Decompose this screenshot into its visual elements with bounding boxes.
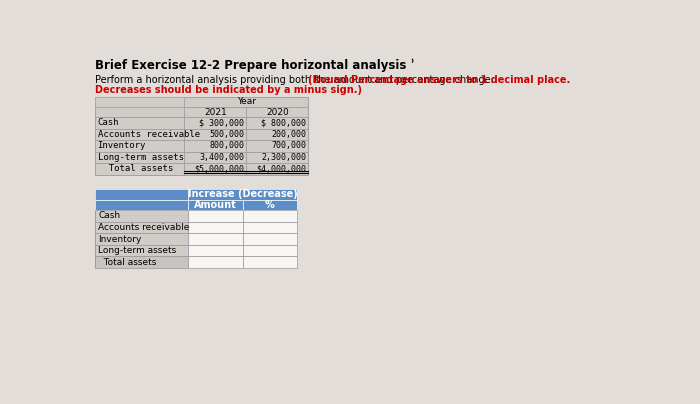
FancyBboxPatch shape xyxy=(184,152,246,163)
FancyBboxPatch shape xyxy=(246,163,309,175)
FancyBboxPatch shape xyxy=(95,233,188,245)
Text: Accounts receivable: Accounts receivable xyxy=(97,130,200,139)
Text: Accounts receivable: Accounts receivable xyxy=(98,223,190,232)
FancyBboxPatch shape xyxy=(95,163,184,175)
FancyBboxPatch shape xyxy=(188,189,297,200)
FancyBboxPatch shape xyxy=(188,245,242,257)
FancyBboxPatch shape xyxy=(184,128,246,140)
FancyBboxPatch shape xyxy=(242,233,297,245)
FancyBboxPatch shape xyxy=(184,97,309,107)
Text: Cash: Cash xyxy=(98,211,120,221)
Text: Amount: Amount xyxy=(194,200,237,210)
Text: 2,300,000: 2,300,000 xyxy=(261,153,306,162)
FancyBboxPatch shape xyxy=(184,163,246,175)
FancyBboxPatch shape xyxy=(95,245,188,257)
FancyBboxPatch shape xyxy=(95,107,184,117)
FancyBboxPatch shape xyxy=(95,257,188,268)
Text: 2020: 2020 xyxy=(266,107,288,116)
FancyBboxPatch shape xyxy=(95,140,184,152)
FancyBboxPatch shape xyxy=(95,152,184,163)
Text: (Round Percentage answers to 1 decimal place.: (Round Percentage answers to 1 decimal p… xyxy=(309,76,570,85)
Text: 200,000: 200,000 xyxy=(271,130,306,139)
FancyBboxPatch shape xyxy=(188,233,242,245)
FancyBboxPatch shape xyxy=(242,200,297,210)
Text: 2021: 2021 xyxy=(204,107,227,116)
FancyBboxPatch shape xyxy=(246,107,309,117)
FancyBboxPatch shape xyxy=(95,117,184,128)
FancyBboxPatch shape xyxy=(95,200,188,210)
FancyBboxPatch shape xyxy=(184,140,246,152)
FancyBboxPatch shape xyxy=(246,152,309,163)
FancyBboxPatch shape xyxy=(188,222,242,233)
Text: Cash: Cash xyxy=(97,118,119,127)
FancyBboxPatch shape xyxy=(246,140,309,152)
Text: 3,400,000: 3,400,000 xyxy=(199,153,244,162)
Text: Year: Year xyxy=(237,97,256,107)
FancyBboxPatch shape xyxy=(95,97,309,175)
FancyBboxPatch shape xyxy=(95,210,188,222)
FancyBboxPatch shape xyxy=(188,200,242,210)
FancyBboxPatch shape xyxy=(188,257,242,268)
Text: Decreases should be indicated by a minus sign.): Decreases should be indicated by a minus… xyxy=(95,85,363,95)
Text: Total assets: Total assets xyxy=(97,164,173,173)
Text: $4,000,000: $4,000,000 xyxy=(256,164,306,173)
FancyBboxPatch shape xyxy=(95,128,184,140)
FancyBboxPatch shape xyxy=(95,222,188,233)
FancyBboxPatch shape xyxy=(188,210,242,222)
Text: Increase (Decrease): Increase (Decrease) xyxy=(188,189,298,200)
FancyBboxPatch shape xyxy=(95,189,188,200)
FancyBboxPatch shape xyxy=(242,257,297,268)
Text: %: % xyxy=(265,200,274,210)
Text: Inventory: Inventory xyxy=(97,141,146,150)
FancyBboxPatch shape xyxy=(184,107,246,117)
Text: $ 800,000: $ 800,000 xyxy=(261,118,306,127)
Text: $5,000,000: $5,000,000 xyxy=(194,164,244,173)
Text: Total assets: Total assets xyxy=(98,258,157,267)
Text: Long-term assets: Long-term assets xyxy=(97,153,183,162)
FancyBboxPatch shape xyxy=(246,117,309,128)
Text: Inventory: Inventory xyxy=(98,235,141,244)
FancyBboxPatch shape xyxy=(242,210,297,222)
FancyBboxPatch shape xyxy=(242,222,297,233)
Text: Perform a horizontal analysis providing both the amount and percentage change.: Perform a horizontal analysis providing … xyxy=(95,76,497,85)
Text: Long-term assets: Long-term assets xyxy=(98,246,176,255)
Text: $ 300,000: $ 300,000 xyxy=(199,118,244,127)
Text: Brief Exercise 12-2 Prepare horizontal analysis ʾ: Brief Exercise 12-2 Prepare horizontal a… xyxy=(95,59,415,72)
FancyBboxPatch shape xyxy=(242,245,297,257)
FancyBboxPatch shape xyxy=(95,189,297,268)
Text: 500,000: 500,000 xyxy=(209,130,244,139)
FancyBboxPatch shape xyxy=(246,128,309,140)
Text: 800,000: 800,000 xyxy=(209,141,244,150)
FancyBboxPatch shape xyxy=(184,117,246,128)
Text: 700,000: 700,000 xyxy=(271,141,306,150)
